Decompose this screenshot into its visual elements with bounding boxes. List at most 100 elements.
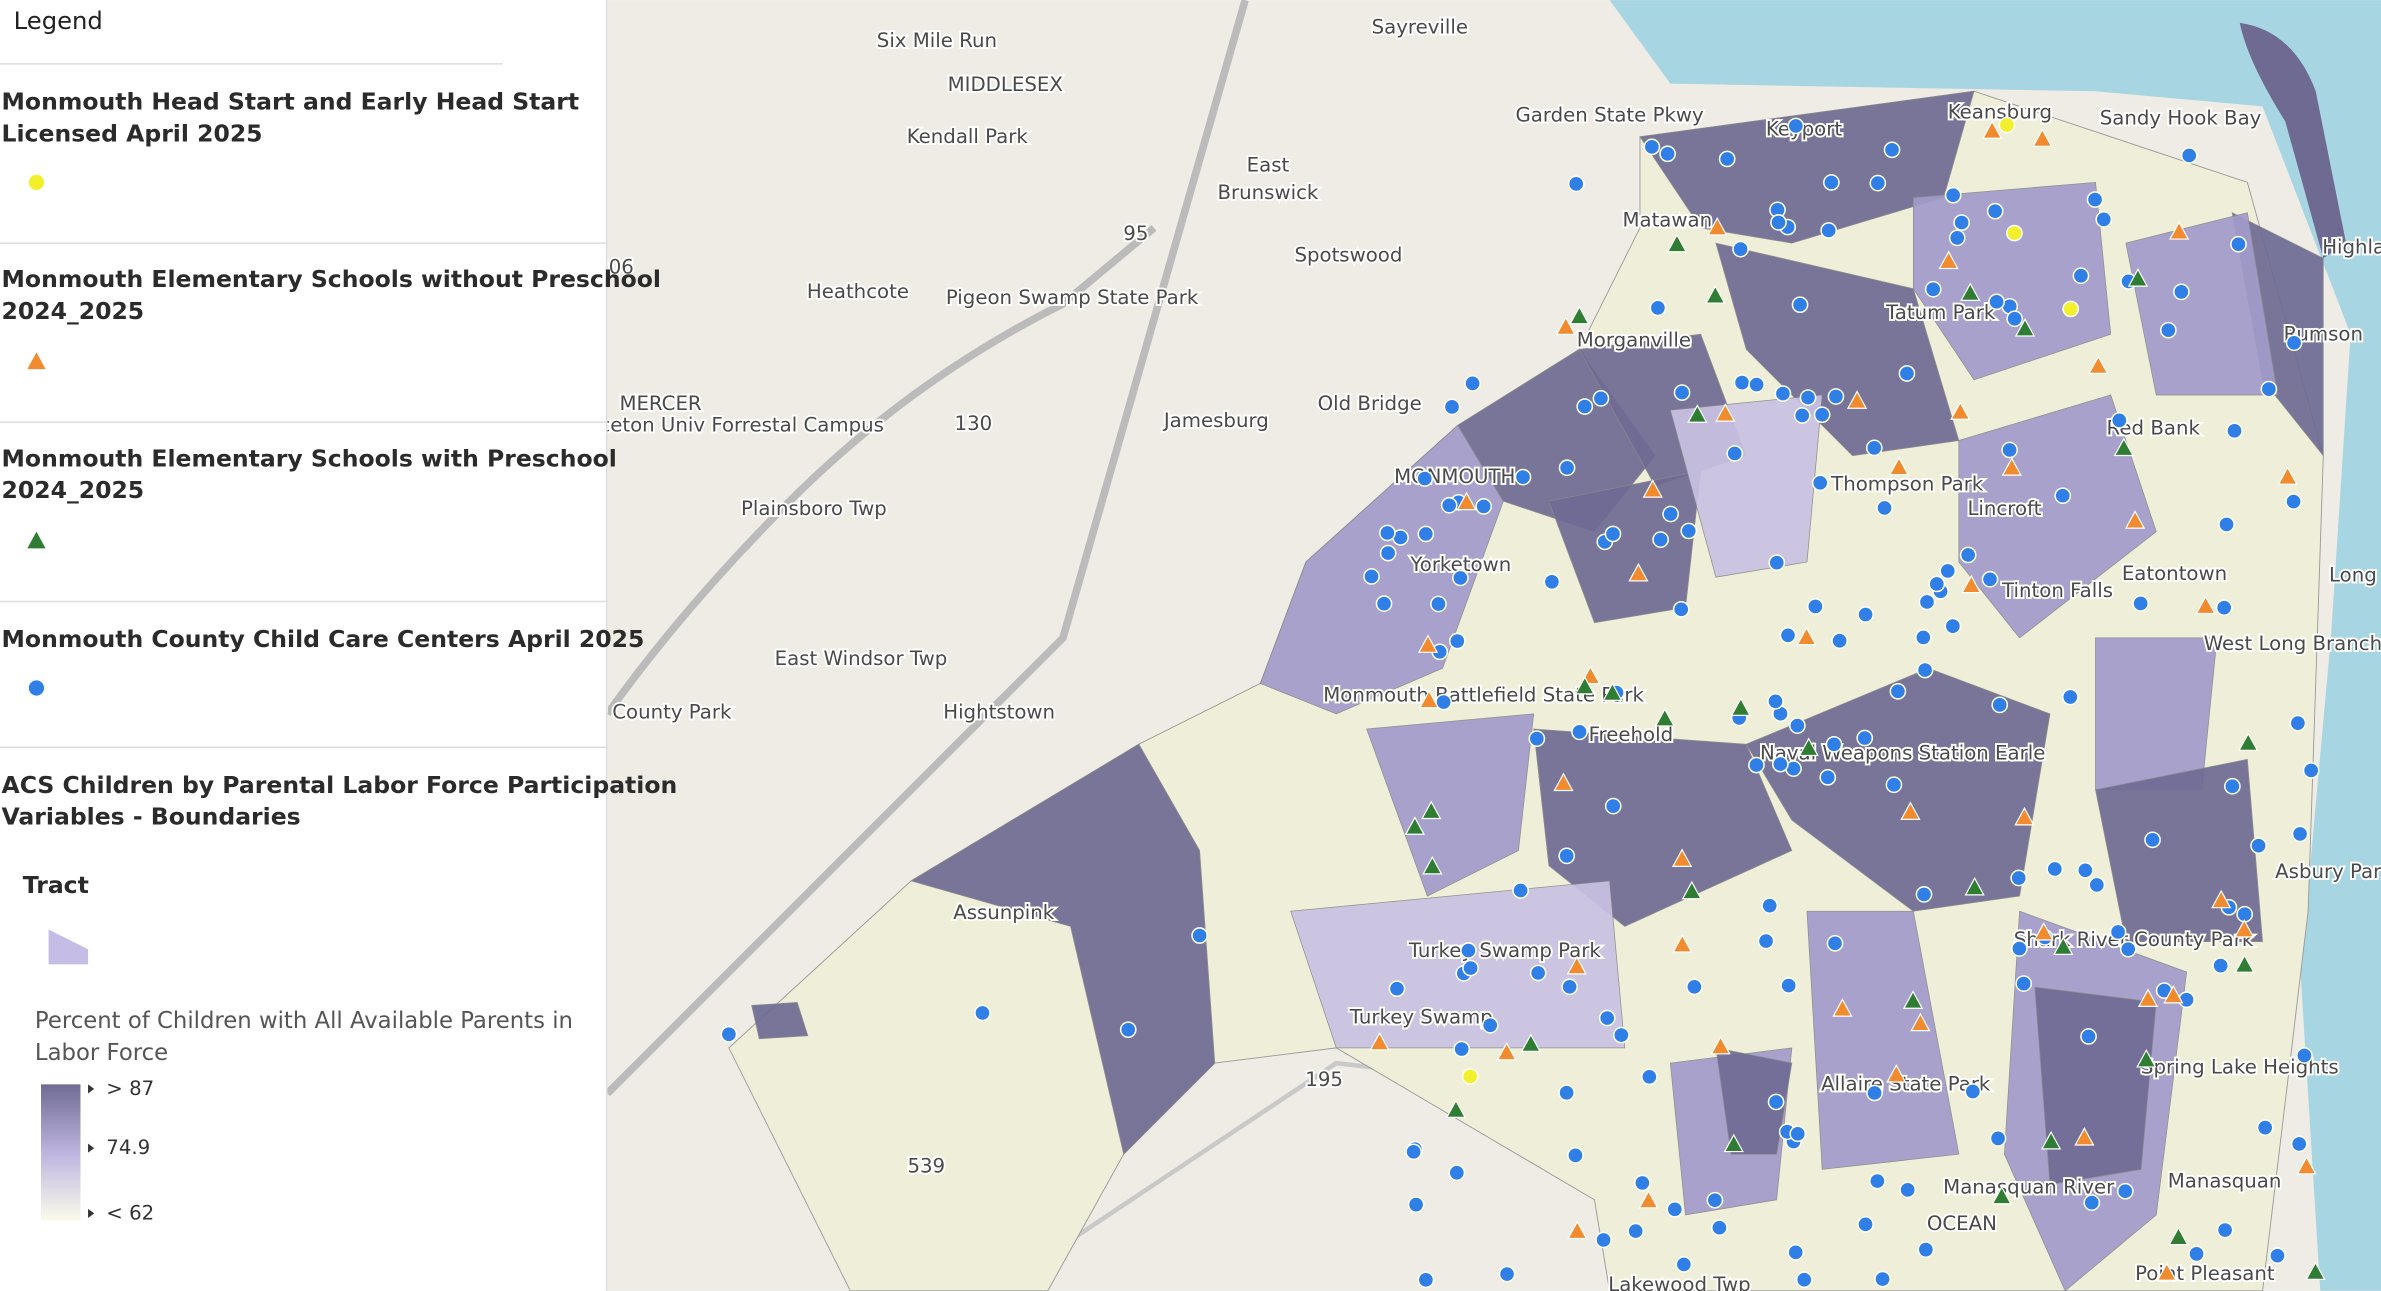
school [1707, 217, 1728, 236]
child-care-center [1991, 696, 2009, 714]
child-care-center [1807, 598, 1824, 615]
child-care-center [1475, 498, 1493, 515]
tract [910, 743, 1216, 1155]
child-care-center [1827, 388, 1845, 405]
school [2156, 1262, 2177, 1281]
place-label: 195 [1305, 1068, 1343, 1091]
child-care-center [1498, 1265, 1516, 1283]
layer-title: 2024_2025 [2, 476, 145, 504]
school [1671, 848, 1693, 867]
child-care-center [2061, 688, 2079, 706]
ramp-title: Labor Force [35, 1040, 168, 1066]
place-label: Eatontown [2122, 562, 2227, 585]
child-care-center [1981, 570, 1999, 588]
child-care-center [2180, 147, 2198, 164]
child-care-center [1672, 600, 1690, 618]
legend: Legend Monmouth Head Start and Early Head… [0, 6, 678, 1224]
child-care-center [1529, 964, 1547, 982]
school [2032, 128, 2053, 147]
tract [2034, 986, 2157, 1186]
school [1567, 1220, 1588, 1240]
place-label: Garden State Pkwy [1515, 104, 1704, 127]
child-care-center [2224, 777, 2241, 795]
child-care-center [1866, 1084, 1883, 1102]
school [1496, 1041, 1517, 1061]
layer-title: Monmouth Elementary Schools with Prescho… [2, 444, 617, 472]
child-care-center [2291, 825, 2309, 843]
child-care-center [2054, 487, 2072, 505]
school [1982, 120, 2003, 139]
child-care-center [1774, 385, 1792, 402]
place-label: Lakewood Twp [1608, 1273, 1751, 1291]
child-care-center [1811, 474, 1829, 492]
school-symbol [27, 531, 46, 549]
tract [2095, 637, 2218, 791]
school [1888, 456, 1910, 476]
legend-title: Legend [14, 6, 103, 35]
child-care-center [1917, 1241, 1935, 1258]
child-care-center [1528, 730, 1546, 747]
school [1960, 282, 1981, 302]
child-care-center [2236, 905, 2254, 923]
child-care-center [1571, 723, 1588, 741]
school [1421, 800, 1442, 820]
child-care-center [1748, 376, 1765, 393]
child-care-center [2083, 1194, 2101, 1211]
school [1417, 634, 1439, 653]
school [2277, 466, 2298, 485]
child-care-center [1718, 150, 1736, 168]
school [1910, 1012, 1931, 1032]
child-care-center [1612, 1026, 1630, 1044]
place-label: Princeton Univ Forrestal Campus [562, 413, 884, 436]
child-care-center [1440, 496, 1458, 514]
school [1900, 801, 1921, 820]
child-care-center [2109, 923, 2127, 941]
school [1404, 816, 1426, 835]
place-label: Asbury Park [2275, 860, 2381, 883]
child-care-center [1924, 280, 1942, 298]
child-care-center [1768, 554, 1786, 572]
child-care-center [2230, 235, 2247, 253]
school [2211, 889, 2232, 909]
place-label: Turkey Swamp Park [1408, 939, 1601, 962]
child-care-center [720, 1025, 738, 1043]
place-label: Jamesburg [1162, 409, 1269, 432]
child-care-center [2159, 321, 2177, 339]
child-care-center [2188, 1245, 2205, 1263]
ramp-pointer [88, 1143, 95, 1153]
child-care-center [1856, 729, 1874, 747]
highway [604, 0, 1249, 1097]
child-care-center [1865, 439, 1883, 457]
child-care-center [1989, 1130, 2007, 1147]
layer-title: ACS Children by Parental Labor Force Par… [2, 771, 678, 799]
child-care-center [2260, 380, 2278, 398]
place-label: Pigeon Swamp State Park [946, 286, 1199, 309]
child-care-center [1514, 468, 1532, 486]
place-label: Allaire State Park [1821, 1072, 1991, 1095]
place-label: 539 [907, 1154, 945, 1177]
child-care-center [1673, 384, 1691, 401]
tract [751, 1001, 809, 1040]
child-care-center [1592, 390, 1610, 407]
child-care-center [1885, 776, 1903, 794]
child-care-center [1876, 499, 1893, 517]
child-care-center [1964, 1083, 1982, 1100]
child-care-center [1831, 632, 1848, 650]
child-care-center [1883, 141, 1901, 159]
child-care-center [1748, 756, 1765, 774]
place-label: MONMOUTH [1394, 465, 1515, 488]
child-care-center [1416, 470, 1434, 487]
place-label: Monmouth Battlefield State Park [1323, 684, 1644, 707]
school [1456, 491, 1477, 511]
child-care-center [2076, 861, 2094, 879]
school [1445, 1099, 1467, 1118]
place-label: Brunswick [1218, 181, 1319, 204]
school [2001, 457, 2022, 476]
school [1730, 697, 1751, 716]
child-care-center [2010, 869, 2028, 887]
child-care-center [1959, 546, 1977, 564]
school [2127, 268, 2149, 287]
school [1566, 955, 1587, 975]
child-care-center [1567, 175, 1585, 193]
child-care-center [1675, 1256, 1693, 1273]
